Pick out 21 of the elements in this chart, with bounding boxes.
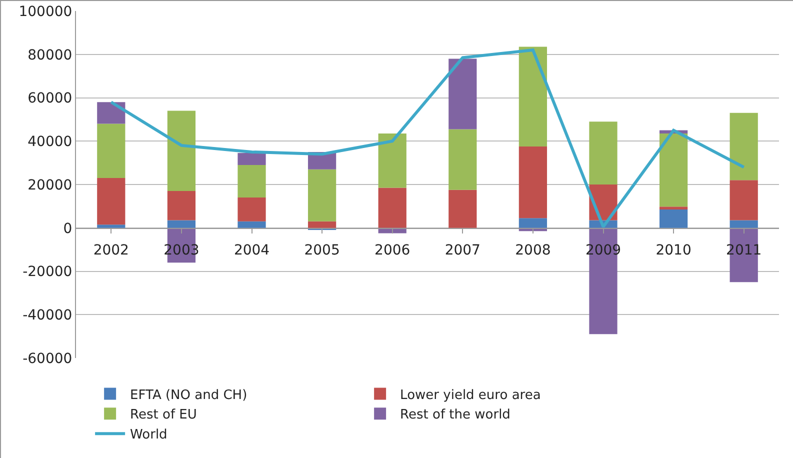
legend-label: World [130,428,168,443]
legend-label: EFTA (NO and CH) [130,388,248,403]
y-tick-label: 100000 [18,4,72,20]
x-tick-label: 2008 [515,242,551,258]
legend-label: Lower yield euro area [400,388,541,403]
y-tick-label: 60000 [28,90,72,107]
y-tick-label: 0 [63,220,72,237]
y-tick-label: 80000 [28,47,72,64]
x-tick-label: 2004 [234,242,270,258]
legend-label: Rest of the world [400,408,510,423]
x-tick-label: 2005 [304,242,340,258]
x-tick-label: 2002 [93,242,129,258]
y-tick-label: -20000 [22,264,72,280]
legend-label: Rest of EU [130,408,197,423]
y-tick-label: 20000 [28,177,72,194]
x-tick-label: 2007 [444,242,480,258]
y-tick-label: 40000 [28,134,72,150]
x-tick-label: 2010 [656,242,692,258]
y-tick-label: -40000 [22,308,72,324]
y-tick-label: -60000 [22,350,72,367]
x-tick-label: 2006 [374,242,410,258]
